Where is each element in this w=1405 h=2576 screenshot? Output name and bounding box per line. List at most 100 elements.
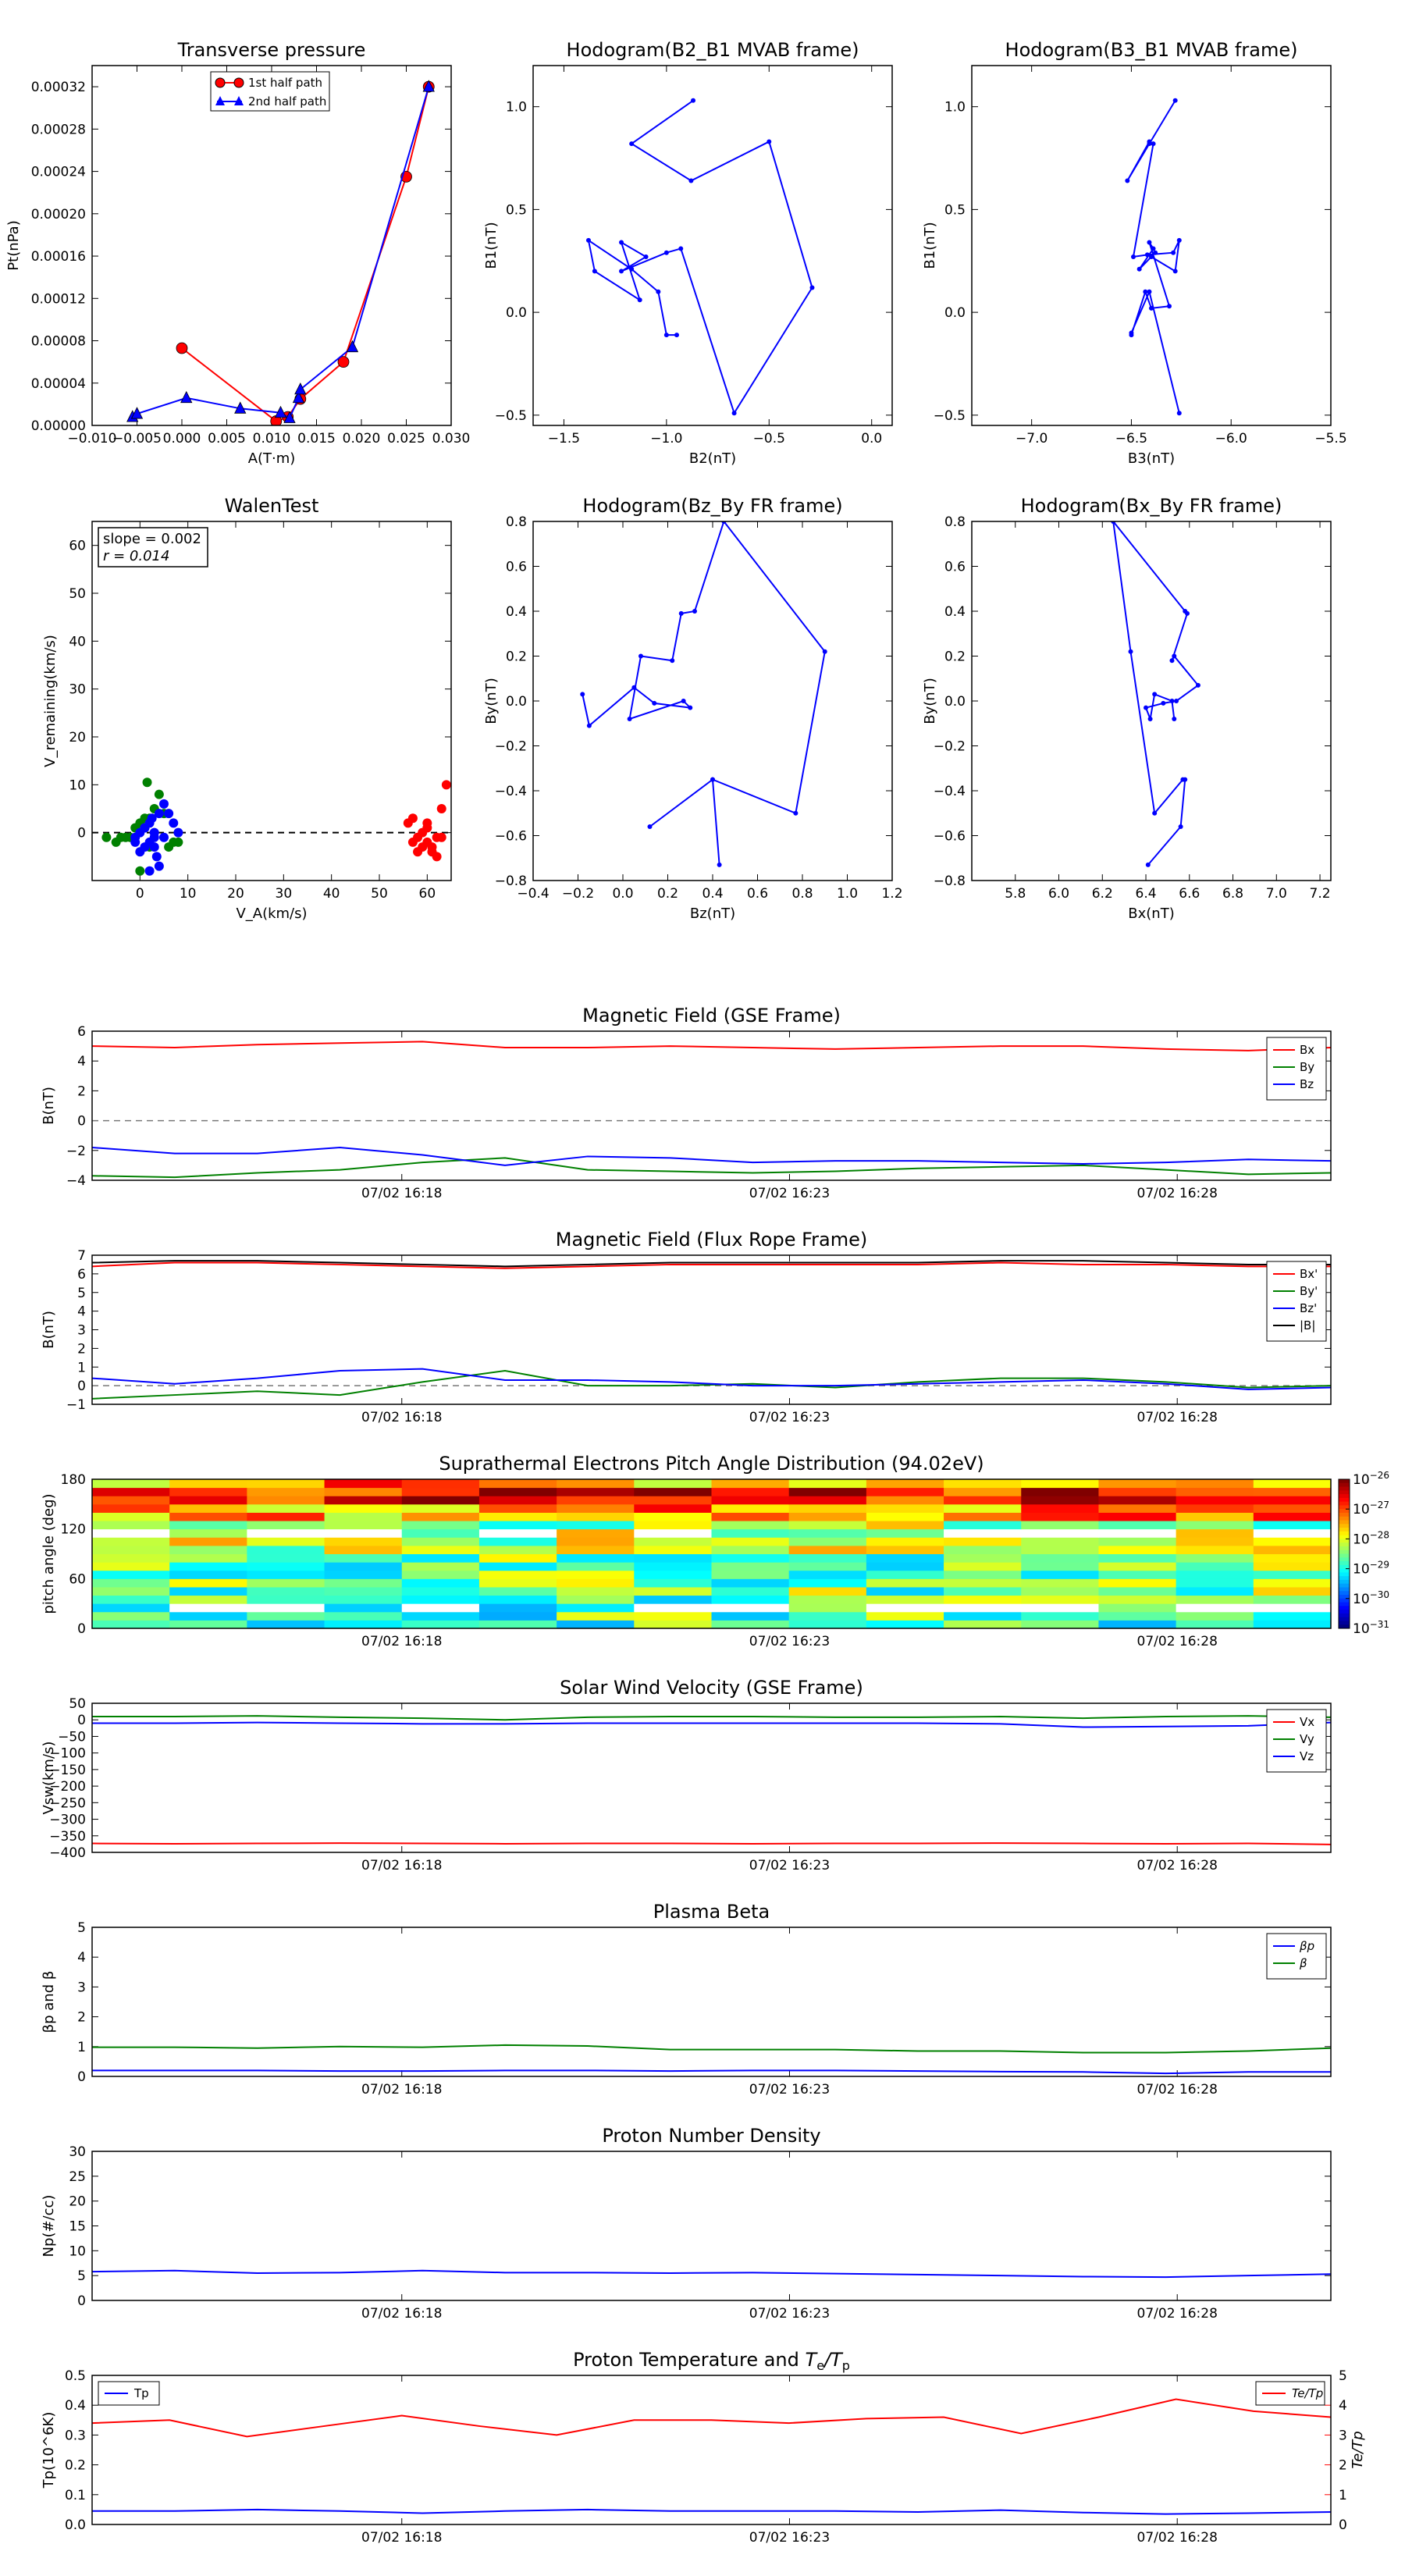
- x-tick-label: 07/02 16:28: [1137, 2082, 1218, 2097]
- mf-title: Magnetic Field (GSE Frame): [582, 1005, 841, 1026]
- tp-plot-area: [126, 80, 435, 425]
- data-point: [691, 98, 696, 103]
- x-tick-label: 5.8: [1005, 886, 1026, 902]
- heatmap-cell: [944, 1479, 1022, 1489]
- heatmap-cell: [866, 1479, 944, 1489]
- heatmap-cell: [711, 1553, 790, 1563]
- y-tick-label: 0.2: [65, 2458, 86, 2474]
- colorbar-cell: [1339, 1535, 1350, 1539]
- heatmap-cell: [247, 1496, 325, 1505]
- legend-marker: [233, 77, 244, 88]
- heatmap-cell: [634, 1562, 712, 1571]
- data-point: [413, 847, 423, 857]
- heatmap-cell: [1253, 1553, 1332, 1563]
- heatmap-cell: [944, 1611, 1022, 1621]
- x-tick-label: 0.0: [612, 886, 633, 902]
- legend-label: βp: [1299, 1939, 1314, 1953]
- colorbar-cell: [1339, 1583, 1350, 1588]
- heatmap-cell: [247, 1578, 325, 1588]
- y-tick-label: −4: [66, 1173, 86, 1189]
- heatmap-cell: [557, 1578, 635, 1588]
- data-point: [292, 390, 305, 404]
- heatmap-cell: [1253, 1570, 1332, 1579]
- heatmap-cell: [401, 1545, 480, 1554]
- heatmap-cell: [169, 1586, 247, 1596]
- heatmap-cell: [169, 1487, 247, 1496]
- colorbar-cell: [1339, 1572, 1350, 1577]
- series-line: [91, 1368, 1332, 1390]
- heatmap-cell: [478, 1611, 557, 1621]
- y-tick-label: 0.00020: [31, 207, 86, 222]
- heatmap-cell: [324, 1496, 403, 1505]
- mfr-frame: [91, 1254, 1332, 1405]
- h1-xlabel: B2(nT): [689, 450, 736, 467]
- x-tick-label: 7.0: [1266, 886, 1287, 902]
- legend-label: Vz: [1300, 1749, 1314, 1763]
- heatmap-cell: [92, 1620, 170, 1629]
- x-tick-label: 1.2: [881, 886, 902, 902]
- y-tick-label: 3: [77, 1323, 86, 1339]
- heatmap-cell: [247, 1503, 325, 1513]
- heatmap-cell: [1253, 1603, 1332, 1613]
- heatmap-cell: [1253, 1487, 1332, 1496]
- y-tick-label: 25: [69, 2169, 86, 2185]
- data-point: [149, 842, 159, 852]
- h1-panel: Hodogram(B2_B1 MVAB frame) −1.5 −1.0 −0.5 0.…: [483, 39, 892, 467]
- mf-ylabel: B(nT): [41, 1087, 57, 1125]
- data-point: [1169, 699, 1175, 703]
- heatmap-cell: [169, 1603, 247, 1613]
- heatmap-cell: [324, 1603, 403, 1613]
- heatmap-cell: [1098, 1496, 1177, 1505]
- heatmap-cell: [866, 1578, 944, 1588]
- data-point: [1172, 717, 1177, 721]
- x-tick-label: 07/02 16:18: [361, 1634, 442, 1649]
- data-point: [1129, 330, 1134, 336]
- heatmap-cell: [634, 1479, 712, 1489]
- heatmap-cell: [711, 1528, 790, 1538]
- x-tick-label: 0.030: [432, 431, 471, 447]
- series-line: [91, 2269, 1332, 2279]
- colorbar-tick-exp: −28: [1370, 1529, 1389, 1540]
- heatmap-cell: [92, 1545, 170, 1554]
- x-tick-label: −0.005: [112, 431, 162, 447]
- legend-label: 2nd half path: [248, 94, 326, 109]
- data-point: [130, 407, 144, 419]
- colorbar-tick-base: 10: [1353, 1621, 1370, 1637]
- heatmap-cell: [1176, 1570, 1254, 1579]
- heatmap-cell: [1021, 1496, 1099, 1505]
- series-line: [91, 1041, 1332, 1051]
- heatmap-cell: [788, 1553, 867, 1563]
- y-tick-label: 0.4: [65, 2398, 86, 2414]
- heatmap-cell: [1176, 1528, 1254, 1538]
- y-tick-label: 0.00016: [31, 249, 86, 265]
- heatmap-cell: [92, 1562, 170, 1571]
- y-tick-label: 0.0: [65, 2517, 86, 2533]
- legend-label: |B|: [1300, 1318, 1315, 1332]
- heatmap-cell: [92, 1603, 170, 1613]
- x-tick-label: 07/02 16:28: [1137, 1858, 1218, 1873]
- heatmap-cell: [247, 1562, 325, 1571]
- data-point: [1147, 717, 1153, 721]
- heatmap-cell: [557, 1528, 635, 1538]
- data-point: [427, 842, 437, 852]
- series-line: [91, 1260, 1331, 1268]
- y-tick-label: −0.2: [495, 739, 527, 755]
- heatmap-cell: [1176, 1487, 1254, 1496]
- mfr-panel: Magnetic Field (Flux Rope Frame) −1 0 1 2 3 4 5…: [41, 1229, 1332, 1425]
- colorbar-tick-exp: −30: [1370, 1589, 1389, 1600]
- heatmap-cell: [557, 1487, 635, 1496]
- heatmap-cell: [1253, 1578, 1332, 1588]
- data-point: [1178, 824, 1183, 829]
- series-line: [91, 1370, 1332, 1400]
- heatmap-cell: [1176, 1611, 1254, 1621]
- y-tick-label: −0.8: [495, 873, 527, 889]
- heatmap-cell: [866, 1553, 944, 1563]
- heatmap-cell: [169, 1562, 247, 1571]
- heatmap-cell: [324, 1620, 403, 1629]
- heatmap-cell: [944, 1545, 1022, 1554]
- x-tick-label: 07/02 16:18: [361, 1858, 442, 1873]
- heatmap-cell: [401, 1512, 480, 1521]
- x-tick-label: 07/02 16:23: [749, 2082, 830, 2097]
- heatmap-cell: [557, 1512, 635, 1521]
- data-point: [159, 832, 169, 842]
